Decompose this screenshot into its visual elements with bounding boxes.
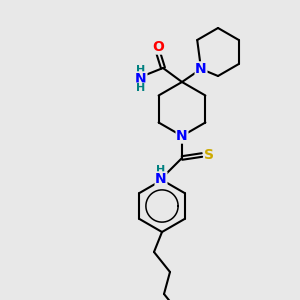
Text: H: H [136,83,146,93]
Text: N: N [155,172,167,186]
Text: H: H [136,65,146,75]
Text: N: N [135,72,147,86]
Text: N: N [176,129,188,143]
Text: N: N [195,62,207,76]
Text: S: S [204,148,214,162]
Text: O: O [152,40,164,54]
Text: H: H [156,165,166,175]
